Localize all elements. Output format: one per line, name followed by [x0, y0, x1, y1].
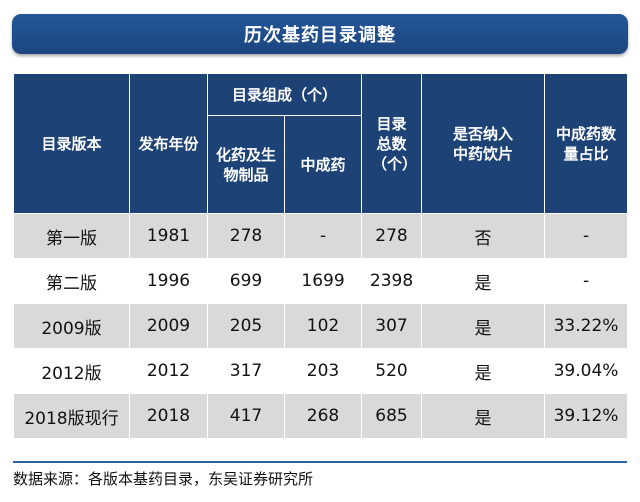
header-total: 目录总数（个）	[361, 73, 423, 214]
cell-decoction: 是	[421, 303, 546, 349]
cell-total: 520	[361, 348, 423, 394]
page-title: 历次基药目录调整	[244, 25, 396, 46]
cell-version: 第一版	[13, 213, 130, 259]
cell-year: 2009	[129, 303, 208, 349]
title-banner: 历次基药目录调整	[12, 14, 628, 54]
cell-total: 278	[361, 213, 423, 259]
cell-chem-bio: 317	[207, 348, 285, 394]
cell-tcm-ratio: -	[544, 213, 629, 259]
cell-total: 307	[361, 303, 423, 349]
cell-chem-bio: 205	[207, 303, 285, 349]
table-row: 2009版 2009 205 102 307 是 33.22%	[13, 303, 629, 349]
cell-chem-bio: 699	[207, 258, 285, 304]
header-version: 目录版本	[13, 73, 130, 214]
cell-version: 2018版现行	[13, 393, 130, 439]
table-row: 第一版 1981 278 - 278 否 -	[13, 213, 629, 259]
cell-year: 1996	[129, 258, 208, 304]
cell-tcm-ratio: 39.12%	[544, 393, 629, 439]
header-composition: 目录组成（个）	[206, 73, 363, 116]
cell-tcm: 203	[283, 348, 363, 394]
cell-year: 2018	[129, 393, 208, 439]
cell-total: 2398	[361, 258, 423, 304]
essential-drug-list-table: 目录版本 发布年份 目录组成（个） 目录总数（个） 是否纳入中药饮片 中成药数量…	[13, 73, 629, 439]
header-chem-bio: 化药及生物制品	[207, 115, 285, 214]
cell-tcm: 102	[283, 303, 363, 349]
table-row: 第二版 1996 699 1699 2398 是 -	[13, 258, 629, 304]
header-tcm-ratio: 中成药数量占比	[544, 73, 629, 214]
cell-tcm-ratio: 39.04%	[544, 348, 629, 394]
cell-year: 1981	[129, 213, 208, 259]
table-row: 2018版现行 2018 417 268 685 是 39.12%	[13, 393, 629, 439]
footer-divider	[13, 461, 627, 463]
cell-version: 2012版	[13, 348, 130, 394]
cell-tcm-ratio: -	[544, 258, 629, 304]
header-tcm: 中成药	[283, 115, 363, 214]
cell-version: 2009版	[13, 303, 130, 349]
cell-decoction: 是	[421, 258, 546, 304]
cell-chem-bio: 417	[207, 393, 285, 439]
cell-tcm: -	[283, 213, 363, 259]
cell-tcm: 1699	[283, 258, 363, 304]
cell-version: 第二版	[13, 258, 130, 304]
cell-tcm: 268	[283, 393, 363, 439]
cell-decoction: 是	[421, 348, 546, 394]
cell-total: 685	[361, 393, 423, 439]
cell-tcm-ratio: 33.22%	[544, 303, 629, 349]
table-row: 2012版 2012 317 203 520 是 39.04%	[13, 348, 629, 394]
cell-chem-bio: 278	[207, 213, 285, 259]
source-note: 数据来源：各版本基药目录，东吴证券研究所	[13, 470, 314, 488]
cell-year: 2012	[129, 348, 208, 394]
cell-decoction: 否	[421, 213, 546, 259]
header-decoction: 是否纳入中药饮片	[421, 73, 546, 214]
cell-decoction: 是	[421, 393, 546, 439]
header-year: 发布年份	[129, 73, 208, 214]
